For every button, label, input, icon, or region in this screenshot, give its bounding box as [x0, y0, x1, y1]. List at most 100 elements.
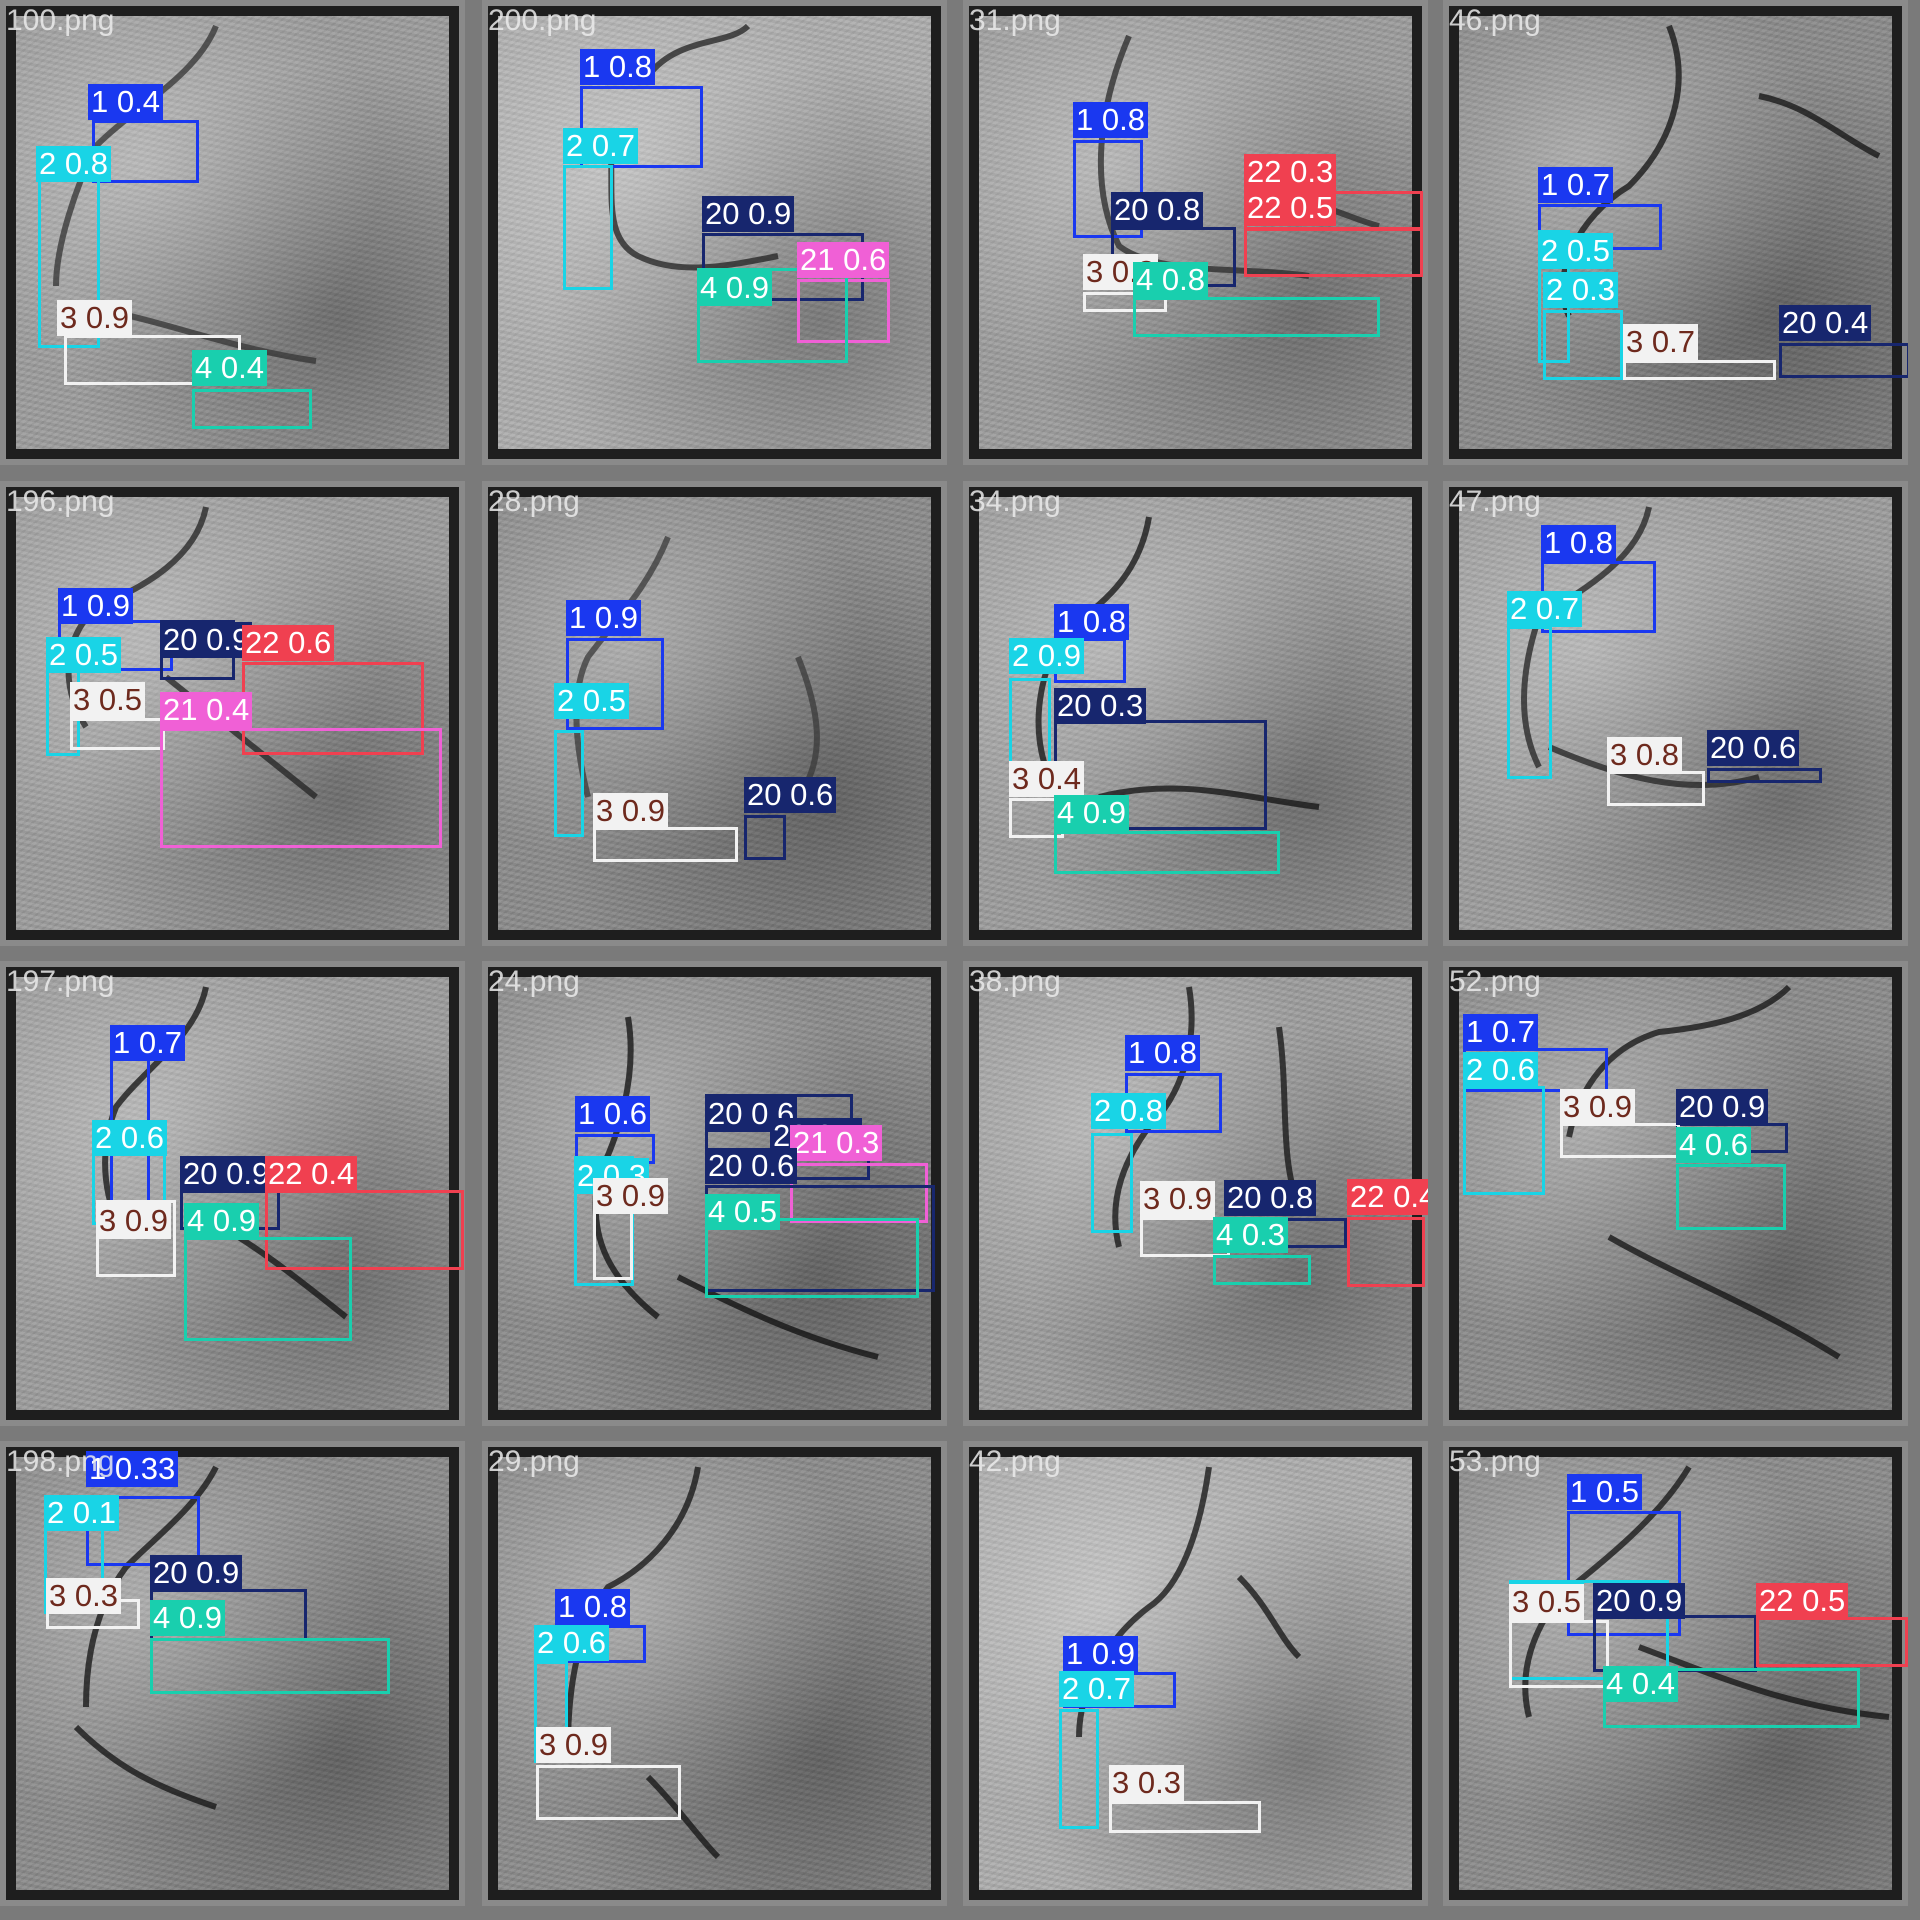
- detection-box: [184, 1237, 352, 1341]
- vessel-path: [73, 1465, 219, 1810]
- detection-label: 1 0.5: [1567, 1474, 1642, 1510]
- image-filename: 34.png: [969, 485, 1061, 518]
- detection-label: 4 0.9: [150, 1600, 225, 1636]
- detection-box: [1213, 1255, 1311, 1285]
- detection-box: [1054, 831, 1280, 874]
- detection-label: 20 0.6: [705, 1148, 798, 1184]
- detection-box: [1244, 227, 1423, 277]
- detection-box: [1567, 1511, 1681, 1636]
- detection-box: [580, 86, 703, 168]
- detection-label: 4 0.5: [705, 1194, 780, 1230]
- image-frame: [1449, 487, 1902, 940]
- angiogram-image: [1459, 16, 1892, 449]
- detection-label: 1 0.7: [1463, 1014, 1538, 1050]
- detection-label: 2 0.6: [92, 1120, 167, 1156]
- detection-label: 3 0.5: [70, 682, 145, 718]
- angiogram-image: [979, 497, 1412, 930]
- detection-label: 2 0.3: [1543, 272, 1618, 308]
- detection-label: 1 0.33: [86, 1451, 179, 1487]
- detection-label: 20 0.9: [1676, 1089, 1769, 1125]
- detection-box: [192, 389, 312, 429]
- detection-label: 2 0.1: [44, 1495, 119, 1531]
- detection-box: [554, 730, 584, 837]
- detection-box: [1560, 1123, 1680, 1158]
- detection-box: [797, 279, 890, 343]
- detection-label: 20 0.9: [1593, 1583, 1686, 1619]
- detection-label: 4 0.9: [697, 270, 772, 306]
- image-filename: 100.png: [6, 4, 115, 37]
- detection-label: 2 0.8: [36, 146, 111, 182]
- image-filename: 197.png: [6, 965, 115, 998]
- vessel-path: [565, 1466, 721, 1860]
- vessel-overlay: [1559, 24, 1881, 318]
- detection-label: 21 0.3: [790, 1125, 883, 1161]
- detection-box: [86, 1496, 200, 1566]
- detection-label: 22 0.6: [242, 625, 335, 661]
- detection-label: 2 0.9: [1009, 638, 1084, 674]
- image-filename: 198.png: [6, 1445, 115, 1478]
- image-tile: 196.png 1 0.9 2 0.5 20 0.9 22 0.6 3 0.5 21 0.4: [0, 481, 465, 946]
- image-filename: 29.png: [488, 1445, 580, 1478]
- detection-label: 1 0.9: [566, 600, 641, 636]
- detection-label: 20 0.9: [160, 622, 253, 658]
- detection-box: [1756, 1617, 1908, 1667]
- image-frame: [488, 487, 941, 940]
- detection-box: [150, 1638, 390, 1694]
- detection-label: 1 0.9: [58, 588, 133, 624]
- detection-label: 2 0.6: [1463, 1052, 1538, 1088]
- detection-label: 3 0.9: [536, 1727, 611, 1763]
- detection-label: 1 0.4: [88, 84, 163, 120]
- detection-label: 3 0.4: [1009, 761, 1084, 797]
- detection-box: [160, 728, 442, 848]
- detection-label: 3 0.9: [57, 300, 132, 336]
- detection-label: 1 0.8: [580, 49, 655, 85]
- angiogram-image: [979, 1457, 1412, 1890]
- detection-label: 22 0.4: [1347, 1179, 1428, 1215]
- image-filename: 24.png: [488, 965, 580, 998]
- vessel-overlay: [73, 1465, 219, 1810]
- detection-box: [1133, 297, 1380, 337]
- image-filename: 200.png: [488, 4, 597, 37]
- image-frame: [488, 1447, 941, 1900]
- detection-label: 22 0.4: [265, 1156, 358, 1192]
- angiogram-image: [979, 16, 1412, 449]
- angiogram-image: [498, 1457, 931, 1890]
- detection-label: 3 0.8: [1607, 737, 1682, 773]
- detection-label: 2 0.5: [1538, 233, 1613, 269]
- detection-label: 22 0.5: [1244, 190, 1337, 226]
- detection-box: [536, 1765, 681, 1820]
- image-frame: [969, 487, 1422, 940]
- detection-label: 3 0.7: [1623, 324, 1698, 360]
- image-tile: 28.png 1 0.9 2 0.5 3 0.9 20 0.6: [482, 481, 947, 946]
- detection-label: 2 0.5: [46, 637, 121, 673]
- detection-box: [1059, 1709, 1099, 1829]
- image-frame: [1449, 6, 1902, 459]
- detection-box: [697, 268, 848, 363]
- detection-label: 2 0.8: [1091, 1093, 1166, 1129]
- image-filename: 31.png: [969, 4, 1061, 37]
- detection-label: 3 0.9: [1140, 1181, 1215, 1217]
- detection-label: 2 0.7: [1507, 591, 1582, 627]
- detection-label: 4 0.9: [1054, 795, 1129, 831]
- detection-label: 1 0.8: [1073, 102, 1148, 138]
- image-tile: 34.png 1 0.8 2 0.9 20 0.3 3 0.4 4 0.9: [963, 481, 1428, 946]
- detection-label: 4 0.6: [1676, 1127, 1751, 1163]
- image-frame: [488, 967, 941, 1420]
- image-filename: 52.png: [1449, 965, 1541, 998]
- detection-label: 20 0.3: [1054, 688, 1147, 724]
- angiogram-image: [16, 977, 449, 1410]
- detection-label: 1 0.6: [575, 1096, 650, 1132]
- detection-label: 20 0.9: [702, 196, 795, 232]
- detection-label: 3 0.3: [1109, 1765, 1184, 1801]
- detection-box: [265, 1190, 464, 1270]
- detection-box: [1707, 768, 1822, 783]
- image-filename: 46.png: [1449, 4, 1541, 37]
- detection-label: 3 0.3: [46, 1578, 121, 1614]
- angiogram-image: [1459, 497, 1892, 930]
- detection-label: 20 0.4: [1779, 305, 1872, 341]
- image-tile: 52.png 1 0.7 2 0.6 20 0.9 3 0.9 4 0.6: [1443, 961, 1908, 1426]
- image-tile: 100.png 1 0.4 2 0.8 3 0.9 4 0.4: [0, 0, 465, 465]
- detection-box: [1593, 1615, 1757, 1672]
- image-tile: 47.png 1 0.8 2 0.7 3 0.8 20 0.6: [1443, 481, 1908, 946]
- image-filename: 47.png: [1449, 485, 1541, 518]
